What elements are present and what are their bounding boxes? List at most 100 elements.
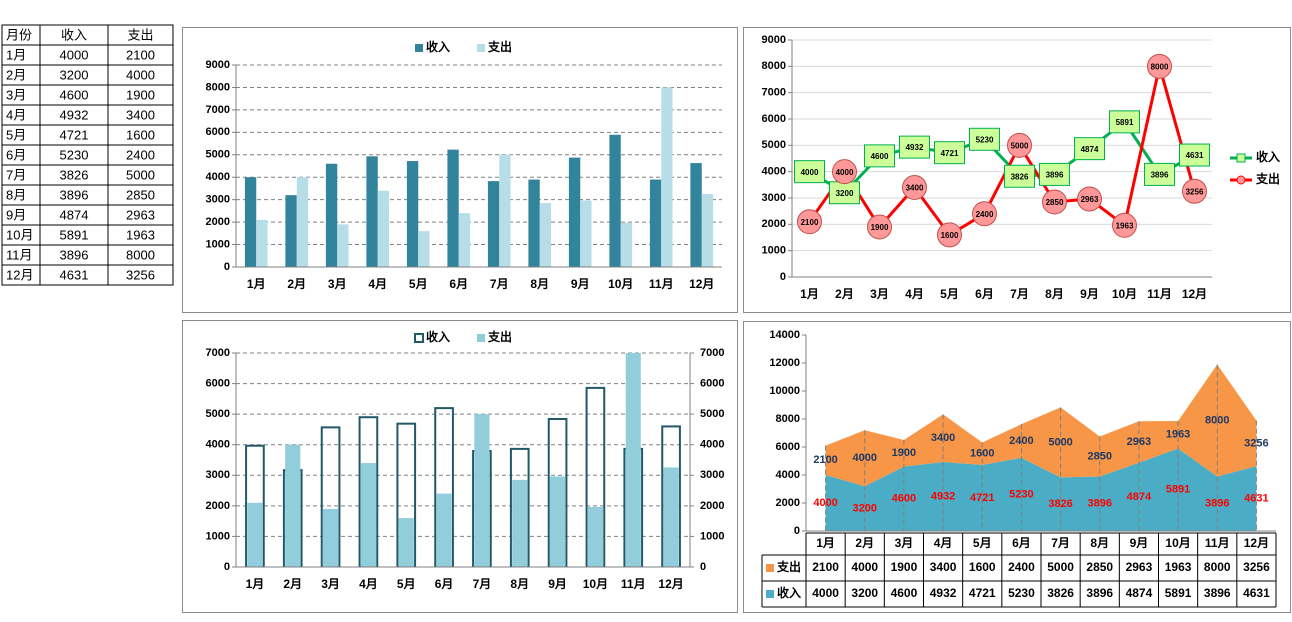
data-label: 3896 — [1088, 498, 1112, 510]
table-text: 1963 — [126, 227, 155, 242]
table-value: 4932 — [930, 586, 957, 600]
y-tick-label: 4000 — [206, 171, 230, 183]
table-value: 3896 — [1086, 586, 1113, 600]
data-label: 4721 — [941, 149, 959, 158]
table-text: 4000 — [126, 67, 155, 82]
table-value: 2100 — [812, 560, 839, 574]
bar — [661, 87, 673, 267]
y-tick-label: 5000 — [206, 408, 230, 420]
y-tick-label: 6000 — [206, 377, 230, 389]
bar — [377, 190, 390, 267]
data-label: 2963 — [1127, 436, 1151, 448]
marker — [1179, 143, 1210, 167]
marker — [1074, 137, 1105, 161]
table-text: 8月 — [6, 187, 26, 202]
data-label: 5000 — [1011, 141, 1029, 150]
bar — [587, 506, 603, 567]
x-tick-label: 10月 — [1165, 536, 1190, 550]
bar — [406, 161, 419, 267]
table-value: 3400 — [930, 560, 957, 574]
table-text: 1900 — [126, 87, 155, 102]
data-label: 2400 — [976, 210, 994, 219]
marker — [1182, 178, 1207, 204]
table-text: 5000 — [126, 167, 155, 182]
y-tick-label: 1000 — [206, 530, 230, 542]
marker — [1112, 212, 1137, 238]
data-label: 3200 — [836, 189, 854, 198]
table-value: 8000 — [1204, 560, 1231, 574]
x-tick-label: 12月 — [1244, 536, 1269, 550]
bar — [539, 203, 552, 267]
y-tick-label: 9000 — [206, 59, 230, 71]
y-tick-label: 7000 — [206, 104, 230, 116]
bar — [487, 181, 500, 267]
data-label: 2850 — [1088, 450, 1112, 462]
y2-tick-label: 3000 — [700, 469, 724, 481]
x-tick-label: 1月 — [246, 577, 265, 591]
data-label: 1963 — [1166, 429, 1190, 441]
y-tick-label: 0 — [794, 525, 800, 537]
y-tick-label: 12000 — [769, 357, 800, 369]
data-label: 4600 — [871, 152, 889, 161]
y2-tick-label: 5000 — [700, 408, 724, 420]
y-tick-label: 9000 — [762, 34, 786, 46]
x-tick-label: 4月 — [359, 577, 378, 591]
table-text: 2963 — [126, 207, 155, 222]
table-text: 4月 — [6, 107, 26, 122]
y2-tick-label: 6000 — [700, 377, 724, 389]
marker — [794, 160, 825, 184]
y-tick-label: 5000 — [762, 139, 786, 151]
y-tick-label: 4000 — [206, 439, 230, 451]
y-tick-label: 8000 — [762, 60, 786, 72]
data-label: 4631 — [1244, 492, 1268, 504]
bar — [296, 177, 309, 267]
data-label: 2100 — [801, 218, 819, 227]
x-tick-label: 2月 — [283, 577, 302, 591]
table-value: 4874 — [1126, 586, 1153, 600]
x-tick-label: 3月 — [321, 577, 340, 591]
x-tick-label: 8月 — [1090, 536, 1109, 550]
x-tick-label: 4月 — [905, 287, 924, 301]
y-tick-label: 4000 — [776, 469, 800, 481]
y-tick-label: 7000 — [206, 347, 230, 359]
area — [825, 364, 1257, 487]
y-tick-label: 10000 — [769, 385, 800, 397]
marker — [934, 141, 965, 165]
x-tick-label: 10月 — [608, 277, 633, 291]
data-label: 4932 — [906, 143, 924, 152]
table-text: 5230 — [60, 147, 89, 162]
legend-swatch — [766, 564, 774, 572]
bar — [447, 149, 459, 267]
x-tick-label: 5月 — [409, 277, 428, 291]
y-tick-label: 5000 — [206, 149, 230, 161]
data-label: 2850 — [1046, 198, 1064, 207]
table-text: 3月 — [6, 87, 26, 102]
bar — [649, 179, 662, 267]
y-tick-label: 6000 — [776, 441, 800, 453]
marker — [972, 201, 997, 227]
table-text: 1月 — [6, 47, 26, 62]
table-text: 5891 — [60, 227, 89, 242]
y-tick-label: 0 — [224, 561, 230, 573]
table-text: 6月 — [6, 147, 26, 162]
table-text: 3826 — [60, 167, 89, 182]
bar — [337, 224, 349, 267]
x-tick-label: 1月 — [247, 277, 266, 291]
y-tick-label: 0 — [780, 271, 786, 283]
table-text: 11月 — [6, 247, 33, 262]
y-tick-label: 6000 — [762, 113, 786, 125]
data-label: 3400 — [906, 184, 924, 193]
legend-label: 收入 — [1256, 149, 1280, 164]
legend-label: 支出 — [1255, 171, 1280, 186]
data-label: 4874 — [1081, 145, 1099, 154]
x-tick-label: 8月 — [510, 577, 529, 591]
marker — [902, 174, 927, 200]
x-tick-label: 9月 — [1080, 287, 1099, 301]
x-tick-label: 10月 — [583, 577, 608, 591]
bar — [244, 177, 257, 267]
legend-label: 支出 — [776, 559, 801, 574]
y-tick-label: 1000 — [206, 238, 230, 250]
bar — [436, 493, 452, 567]
table-value: 2963 — [1126, 560, 1153, 574]
bar — [256, 219, 268, 267]
